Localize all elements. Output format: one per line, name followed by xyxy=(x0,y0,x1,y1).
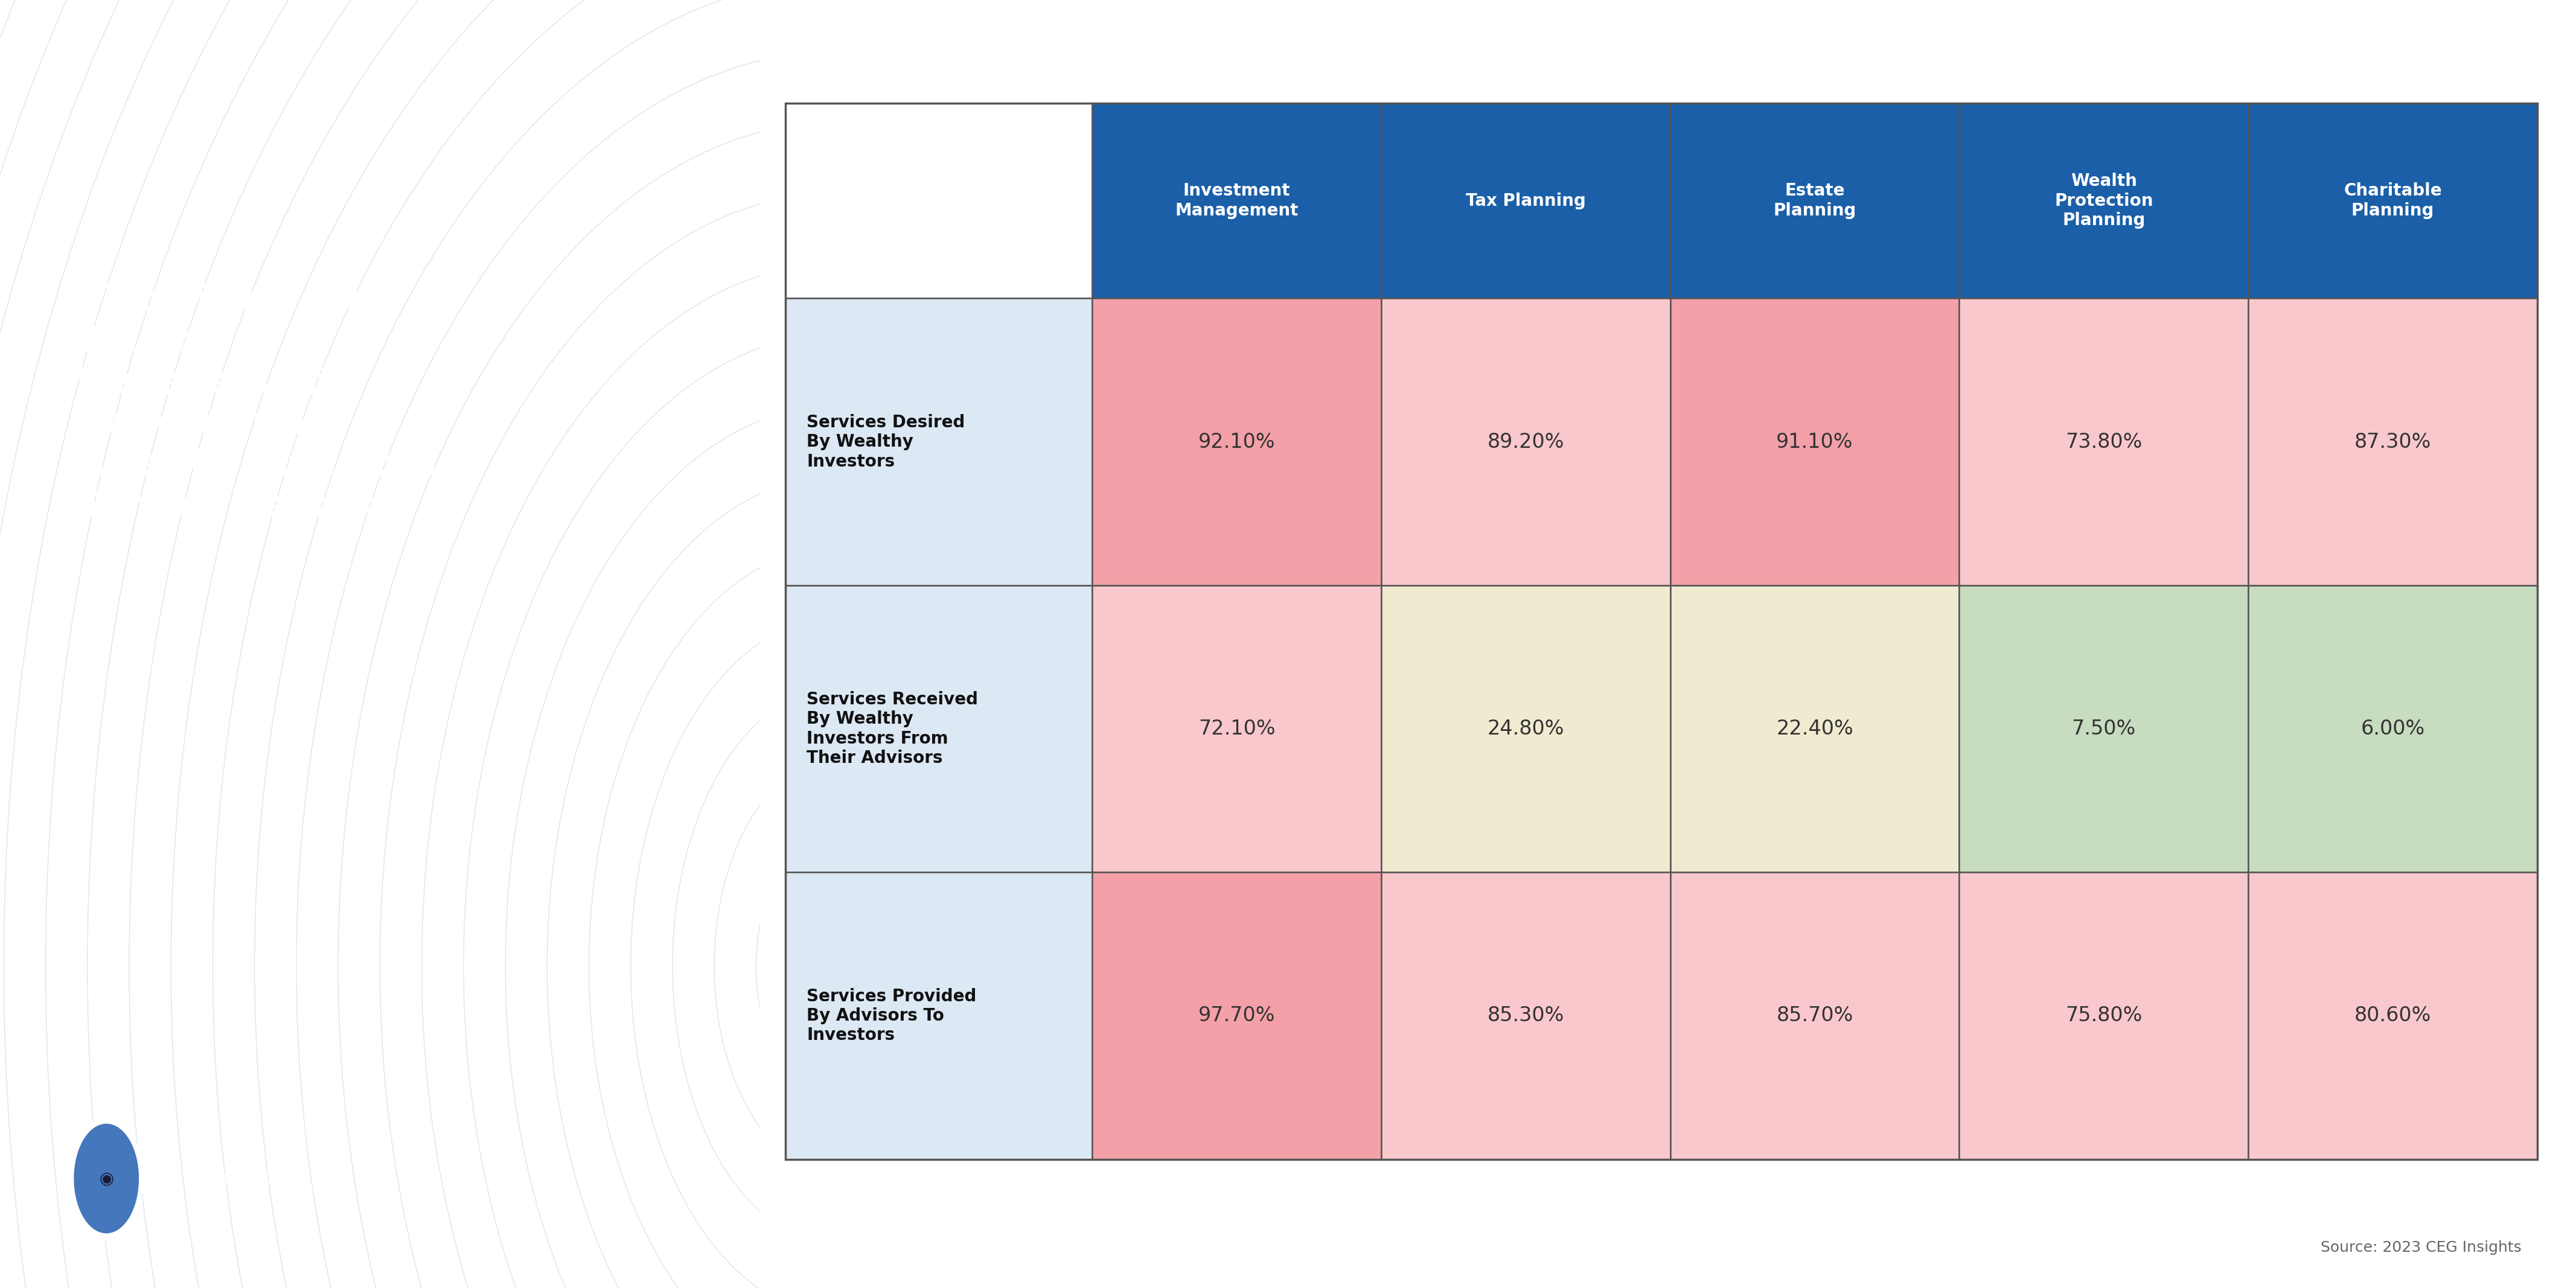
Bar xyxy=(1960,585,2249,872)
Bar xyxy=(1669,872,1960,1159)
Circle shape xyxy=(75,1124,139,1233)
Bar xyxy=(2249,585,2537,872)
Text: Services Provided
By Advisors To
Investors: Services Provided By Advisors To Investo… xyxy=(806,988,976,1043)
Bar xyxy=(1092,585,1381,872)
Bar xyxy=(1092,299,1381,585)
Bar xyxy=(1092,103,1381,299)
Text: 80.60%: 80.60% xyxy=(2354,1006,2432,1025)
Bar xyxy=(1960,103,2249,299)
Bar xyxy=(1381,585,1669,872)
Circle shape xyxy=(70,1117,142,1240)
Text: ◉: ◉ xyxy=(98,1170,113,1188)
Bar xyxy=(1669,103,1960,299)
Bar xyxy=(786,585,1092,872)
Text: 85.70%: 85.70% xyxy=(1777,1006,1852,1025)
Text: 72.10%: 72.10% xyxy=(1198,719,1275,739)
Bar xyxy=(2249,872,2537,1159)
Text: Source: 2023 CEG Insights: Source: 2023 CEG Insights xyxy=(2321,1240,2522,1255)
Text: 97.70%: 97.70% xyxy=(1198,1006,1275,1025)
Text: Charitable
Planning: Charitable Planning xyxy=(2344,183,2442,219)
Bar xyxy=(786,872,1092,1159)
Text: 89.20%: 89.20% xyxy=(1486,431,1564,452)
Bar xyxy=(2249,299,2537,585)
Text: Services Desired
By Wealthy
Investors: Services Desired By Wealthy Investors xyxy=(806,413,966,470)
Text: 7.50%: 7.50% xyxy=(2071,719,2136,739)
Text: Tax Planning: Tax Planning xyxy=(1466,192,1587,209)
Bar xyxy=(1960,872,2249,1159)
Text: Visualizing the
Wealth
Management
Delivery Gap:
Wealthy Investors
Service Heatma: Visualizing the Wealth Management Delive… xyxy=(77,283,435,524)
Text: Wealth
Protection
Planning: Wealth Protection Planning xyxy=(2056,173,2154,229)
Text: 24.80%: 24.80% xyxy=(1486,719,1564,739)
Bar xyxy=(1669,299,1960,585)
Bar xyxy=(786,103,1092,299)
Bar xyxy=(1381,872,1669,1159)
Bar xyxy=(1381,103,1669,299)
Bar xyxy=(1092,872,1381,1159)
Text: 22.40%: 22.40% xyxy=(1777,719,1852,739)
Bar xyxy=(1669,585,1960,872)
Text: 75.80%: 75.80% xyxy=(2066,1006,2143,1025)
Text: 87.30%: 87.30% xyxy=(2354,431,2432,452)
Bar xyxy=(1381,299,1669,585)
Text: 6.00%: 6.00% xyxy=(2360,719,2424,739)
Text: 92.10%: 92.10% xyxy=(1198,431,1275,452)
Bar xyxy=(2249,103,2537,299)
Text: kitces.com LLC: kitces.com LLC xyxy=(198,1168,348,1189)
Text: 91.10%: 91.10% xyxy=(1777,431,1852,452)
Text: 73.80%: 73.80% xyxy=(2066,431,2143,452)
Text: Investment
Management: Investment Management xyxy=(1175,183,1298,219)
Bar xyxy=(1960,299,2249,585)
Text: 85.30%: 85.30% xyxy=(1486,1006,1564,1025)
Text: Services Received
By Wealthy
Investors From
Their Advisors: Services Received By Wealthy Investors F… xyxy=(806,692,979,766)
Bar xyxy=(786,299,1092,585)
Text: Estate
Planning: Estate Planning xyxy=(1772,183,1857,219)
